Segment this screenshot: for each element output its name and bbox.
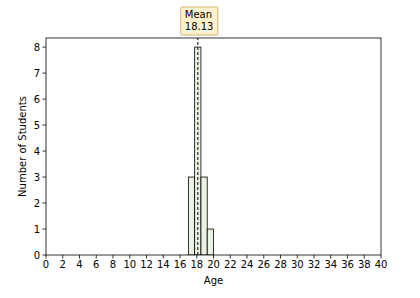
y-tick-label: 4 — [34, 146, 40, 157]
x-tick-label: 40 — [375, 259, 388, 270]
x-tick — [213, 255, 214, 259]
x-tick-label: 10 — [123, 259, 136, 270]
x-tick — [280, 255, 281, 259]
x-axis-label: Age — [204, 275, 223, 286]
bar — [207, 229, 213, 255]
x-tick — [297, 255, 298, 259]
x-tick-label: 30 — [291, 259, 304, 270]
y-tick-label: 6 — [34, 94, 40, 105]
x-tick-label: 6 — [93, 259, 99, 270]
bar — [201, 177, 207, 255]
x-tick-label: 32 — [308, 259, 321, 270]
x-tick — [330, 255, 331, 259]
y-tick — [43, 229, 47, 230]
x-tick — [347, 255, 348, 259]
y-tick-label: 7 — [34, 68, 40, 79]
x-tick — [79, 255, 80, 259]
x-tick — [129, 255, 130, 259]
y-tick-label: 1 — [34, 224, 40, 235]
y-tick — [43, 99, 47, 100]
x-tick-label: 0 — [43, 259, 49, 270]
x-tick-label: 12 — [140, 259, 153, 270]
y-tick — [43, 151, 47, 152]
x-tick-label: 36 — [341, 259, 354, 270]
y-tick — [43, 73, 47, 74]
x-tick-label: 4 — [76, 259, 82, 270]
x-tick-label: 8 — [110, 259, 116, 270]
y-tick — [43, 47, 47, 48]
x-tick-label: 24 — [241, 259, 254, 270]
annotation-text: Mean — [185, 9, 212, 20]
x-tick-label: 18 — [190, 259, 203, 270]
x-tick — [46, 255, 47, 259]
x-tick — [381, 255, 382, 259]
x-tick-label: 14 — [157, 259, 170, 270]
y-tick-label: 3 — [34, 172, 40, 183]
chart: 0246810121416182022242628303234363840012… — [0, 0, 420, 298]
x-tick-label: 22 — [224, 259, 237, 270]
x-tick — [196, 255, 197, 259]
annotation-box — [181, 7, 218, 35]
x-tick — [96, 255, 97, 259]
x-tick-label: 26 — [257, 259, 270, 270]
mean-line — [197, 38, 198, 255]
y-tick-label: 5 — [34, 120, 40, 131]
x-tick-label: 34 — [324, 259, 337, 270]
y-tick-label: 8 — [34, 42, 40, 53]
x-tick — [146, 255, 147, 259]
y-axis-label: Number of Students — [17, 96, 28, 197]
bar — [188, 177, 194, 255]
x-tick-label: 20 — [207, 259, 220, 270]
x-tick — [180, 255, 181, 259]
y-tick — [43, 177, 47, 178]
x-tick-label: 38 — [358, 259, 371, 270]
y-tick — [43, 125, 47, 126]
y-tick — [43, 203, 47, 204]
annotation-value: 18.13 — [185, 21, 214, 32]
x-tick — [263, 255, 264, 259]
x-tick — [113, 255, 114, 259]
x-tick-label: 28 — [274, 259, 287, 270]
x-tick — [314, 255, 315, 259]
x-tick — [364, 255, 365, 259]
x-tick — [230, 255, 231, 259]
x-tick — [163, 255, 164, 259]
x-tick — [247, 255, 248, 259]
y-tick-label: 2 — [34, 198, 40, 209]
y-tick-label: 0 — [34, 250, 40, 261]
x-tick-label: 2 — [60, 259, 66, 270]
x-tick — [62, 255, 63, 259]
y-tick — [43, 255, 47, 256]
plot-area — [188, 38, 213, 255]
frame — [46, 38, 381, 255]
x-tick-label: 16 — [174, 259, 187, 270]
